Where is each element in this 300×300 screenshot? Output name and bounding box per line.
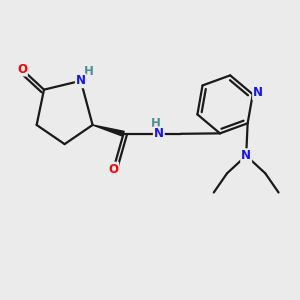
Text: N: N xyxy=(253,86,263,99)
Text: N: N xyxy=(154,127,164,140)
Text: H: H xyxy=(151,117,161,130)
Text: O: O xyxy=(17,62,27,76)
Text: N: N xyxy=(241,149,251,162)
Text: N: N xyxy=(76,74,86,87)
Polygon shape xyxy=(93,125,124,136)
Text: O: O xyxy=(108,163,118,176)
Text: H: H xyxy=(84,65,94,78)
